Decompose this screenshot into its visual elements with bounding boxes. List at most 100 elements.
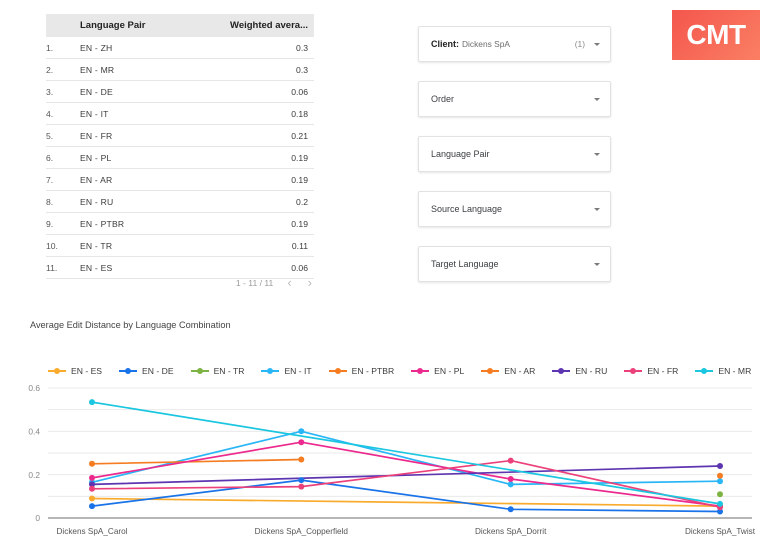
- legend-item[interactable]: EN - MR: [695, 366, 751, 376]
- series-line: [91, 458, 303, 465]
- table-header-language-pair[interactable]: Language Pair: [72, 14, 185, 37]
- row-weighted-average: 0.3: [184, 37, 314, 59]
- chevron-down-icon[interactable]: [594, 42, 600, 46]
- table-row[interactable]: 1. EN - ZH 0.3: [46, 37, 314, 59]
- data-point[interactable]: [717, 478, 723, 485]
- row-weighted-average: 0.2: [184, 190, 314, 213]
- table-row[interactable]: 10. EN - TR 0.11: [46, 234, 314, 257]
- row-index: 7.: [46, 168, 72, 191]
- table-row[interactable]: 6. EN - PL 0.19: [46, 146, 314, 169]
- cmt-logo: CMT: [672, 10, 760, 60]
- data-point[interactable]: [507, 506, 514, 513]
- data-point[interactable]: [89, 399, 95, 406]
- chevron-down-icon[interactable]: [594, 207, 600, 211]
- data-point[interactable]: [89, 503, 95, 510]
- y-axis-tick-label: 0: [35, 513, 40, 523]
- legend-item[interactable]: EN - ES: [48, 366, 102, 376]
- data-point[interactable]: [298, 428, 305, 435]
- pagination-next-icon[interactable]: ›: [307, 275, 312, 290]
- table-row[interactable]: 11. EN - ES 0.06: [46, 256, 314, 279]
- filter-language-pair[interactable]: Language Pair: [418, 136, 611, 172]
- legend-item[interactable]: EN - AR: [481, 366, 535, 376]
- filter-panel: Client: Dickens SpA (1) Order Language Pair S…: [418, 26, 611, 301]
- legend-label: EN - PTBR: [351, 366, 395, 376]
- filter-value: Dickens SpA: [462, 39, 510, 49]
- x-axis-tick-label: Dickens SpA_Carol: [57, 527, 128, 536]
- table-row[interactable]: 7. EN - AR 0.19: [46, 168, 314, 191]
- row-language-pair: EN - DE: [72, 80, 185, 103]
- row-language-pair: EN - IT: [72, 102, 185, 125]
- row-index: 10.: [46, 234, 72, 257]
- series-line: [91, 441, 721, 507]
- row-weighted-average: 0.06: [184, 80, 314, 103]
- table-row[interactable]: 3. EN - DE 0.06: [46, 80, 314, 103]
- table-header-row: Language Pair Weighted avera...: [46, 14, 314, 37]
- row-index: 5.: [46, 124, 72, 147]
- data-point[interactable]: [298, 477, 305, 484]
- y-axis-tick-label: 0.4: [28, 427, 40, 437]
- legend-marker-icon: [190, 367, 209, 376]
- chart-legend: EN - ES EN - DE EN - TR EN - IT EN - PTBR EN …: [48, 366, 751, 376]
- row-language-pair: EN - RU: [72, 190, 185, 213]
- table-header-weighted-average[interactable]: Weighted avera...: [184, 14, 314, 37]
- series-line: [91, 497, 721, 507]
- filter-label: Language Pair: [431, 149, 490, 159]
- table-row[interactable]: 8. EN - RU 0.2: [46, 190, 314, 213]
- row-weighted-average: 0.3: [184, 58, 314, 81]
- series-line: [91, 465, 721, 486]
- legend-label: EN - MR: [718, 366, 752, 376]
- table-row[interactable]: 2. EN - MR 0.3: [46, 58, 314, 81]
- legend-item[interactable]: EN - PTBR: [328, 366, 395, 376]
- row-weighted-average: 0.19: [184, 168, 314, 191]
- chevron-down-icon[interactable]: [594, 262, 600, 266]
- series-line: [91, 479, 721, 513]
- x-axis-tick-label: Dickens SpA_Twist: [685, 527, 756, 536]
- data-point[interactable]: [298, 439, 305, 446]
- legend-item[interactable]: EN - DE: [119, 366, 174, 376]
- data-point[interactable]: [507, 481, 514, 488]
- table-row[interactable]: 5. EN - FR 0.21: [46, 124, 314, 147]
- filter-order[interactable]: Order: [418, 81, 611, 117]
- table-row[interactable]: 4. EN - IT 0.18: [46, 102, 314, 125]
- legend-item[interactable]: EN - TR: [190, 366, 244, 376]
- filter-label: Target Language: [431, 259, 499, 269]
- row-index: 11.: [46, 256, 72, 279]
- pagination-prev-icon[interactable]: ‹: [287, 275, 292, 290]
- data-point[interactable]: [717, 500, 723, 507]
- legend-item[interactable]: EN - RU: [552, 366, 607, 376]
- legend-item[interactable]: EN - FR: [624, 366, 678, 376]
- legend-label: EN - AR: [504, 366, 536, 376]
- chevron-down-icon[interactable]: [594, 152, 600, 156]
- chevron-down-icon[interactable]: [594, 97, 600, 101]
- series-line: [91, 401, 721, 505]
- row-index: 4.: [46, 102, 72, 125]
- filter-source-language[interactable]: Source Language: [418, 191, 611, 227]
- data-point[interactable]: [717, 472, 723, 479]
- table-row[interactable]: 9. EN - PTBR 0.19: [46, 212, 314, 235]
- row-weighted-average: 0.19: [184, 146, 314, 169]
- filter-client[interactable]: Client: Dickens SpA (1): [418, 26, 611, 62]
- data-point[interactable]: [507, 476, 514, 482]
- filter-label: Source Language: [431, 204, 503, 214]
- data-point[interactable]: [717, 508, 723, 515]
- filter-label: Order: [431, 94, 455, 104]
- legend-marker-icon: [48, 367, 66, 376]
- data-point[interactable]: [89, 485, 95, 492]
- data-point[interactable]: [717, 491, 723, 498]
- legend-marker-icon: [261, 367, 280, 376]
- data-point[interactable]: [298, 483, 305, 490]
- filter-target-language[interactable]: Target Language: [418, 246, 611, 282]
- legend-item[interactable]: EN - PL: [411, 366, 464, 376]
- row-language-pair: EN - FR: [72, 124, 185, 147]
- data-point[interactable]: [89, 481, 95, 488]
- data-point[interactable]: [298, 456, 305, 463]
- legend-item[interactable]: EN - IT: [261, 366, 312, 376]
- data-point[interactable]: [717, 463, 723, 469]
- data-point[interactable]: [89, 474, 95, 481]
- legend-marker-icon: [411, 367, 430, 376]
- data-point[interactable]: [89, 495, 95, 502]
- legend-marker-icon: [119, 367, 138, 376]
- data-point[interactable]: [89, 460, 95, 467]
- data-point[interactable]: [507, 457, 514, 464]
- legend-marker-icon: [695, 367, 714, 376]
